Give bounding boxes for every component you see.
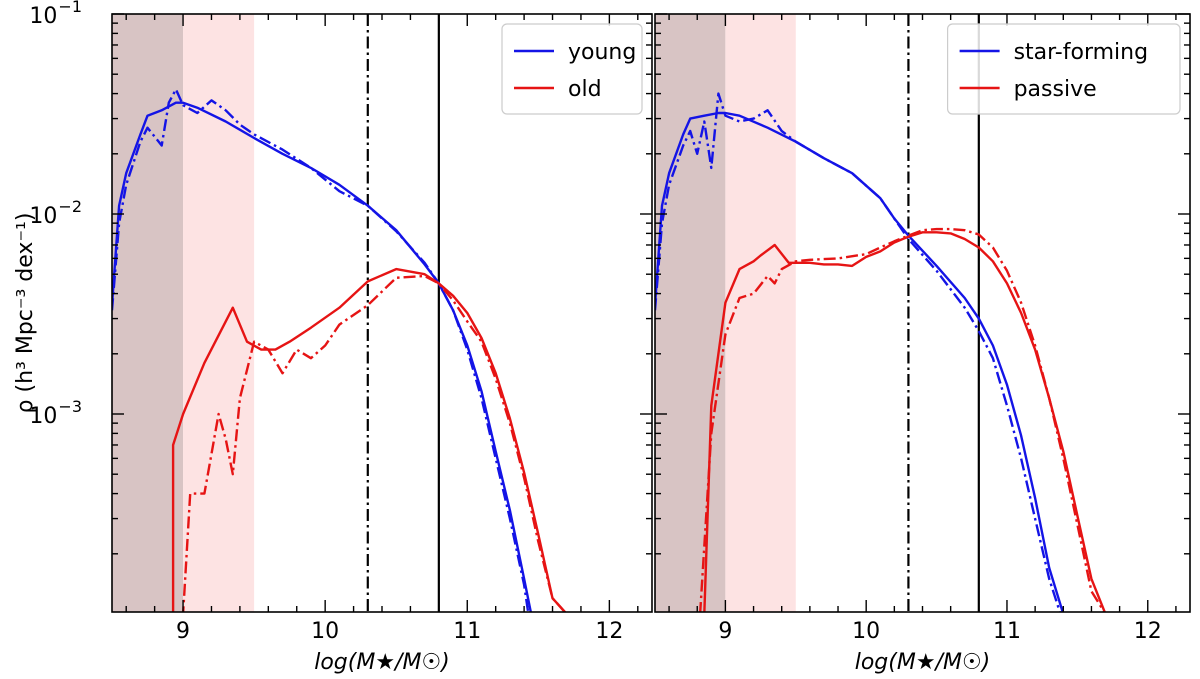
p0-x-tick-label: 10 (311, 619, 339, 644)
p1-x-axis-label: log(M★/M☉) (855, 650, 991, 675)
p1-shaded-region-1 (725, 14, 796, 612)
p0-series-line-young-dash-dot- (112, 88, 530, 612)
p0-legend-box (501, 23, 643, 115)
p1-x-tick-label: 10 (852, 619, 880, 644)
p0-y-tick-label-exponent: −2 (58, 197, 82, 216)
p0-shaded-region-1 (183, 14, 255, 612)
p1-plot-area (655, 14, 1106, 612)
p0-y-tick-label: 10−1 (29, 0, 82, 29)
p0-x-tick-label: 12 (595, 619, 623, 644)
p0-y-tick-label-exponent: −3 (58, 397, 82, 416)
p1-series-line-star-forming (655, 111, 1064, 612)
p1-legend-label-1: passive (1014, 77, 1097, 102)
p0-x-tick-label: 9 (176, 619, 190, 644)
p0-shaded-region-0 (112, 14, 184, 612)
p0-y-axis-label: ρ (h³ Mpc⁻³ dex⁻¹) (13, 213, 38, 414)
p0-legend-label-0: young (568, 40, 636, 65)
p0-series-line-old (171, 267, 567, 612)
p0-x-axis-label: log(M★/M☉) (314, 650, 450, 675)
p1-x-tick-label: 9 (718, 619, 732, 644)
p0-y-tick-label-exponent: −1 (58, 0, 82, 16)
p0-x-tick-label: 11 (453, 619, 481, 644)
p0-plot-area (112, 14, 567, 612)
p1-legend-label-0: star-forming (1014, 40, 1148, 65)
p0-series-line-young (112, 101, 533, 612)
p1-shaded-region-0 (655, 14, 726, 612)
p1-series-line-star-forming-dash-dot- (655, 92, 1062, 612)
p0-legend-label-1: old (568, 77, 602, 102)
p1-legend-box (946, 23, 1181, 115)
p1-x-tick-label: 11 (993, 619, 1021, 644)
p1-x-tick-label: 12 (1134, 619, 1162, 644)
p0-series-line-old-dash-dot- (182, 274, 567, 612)
